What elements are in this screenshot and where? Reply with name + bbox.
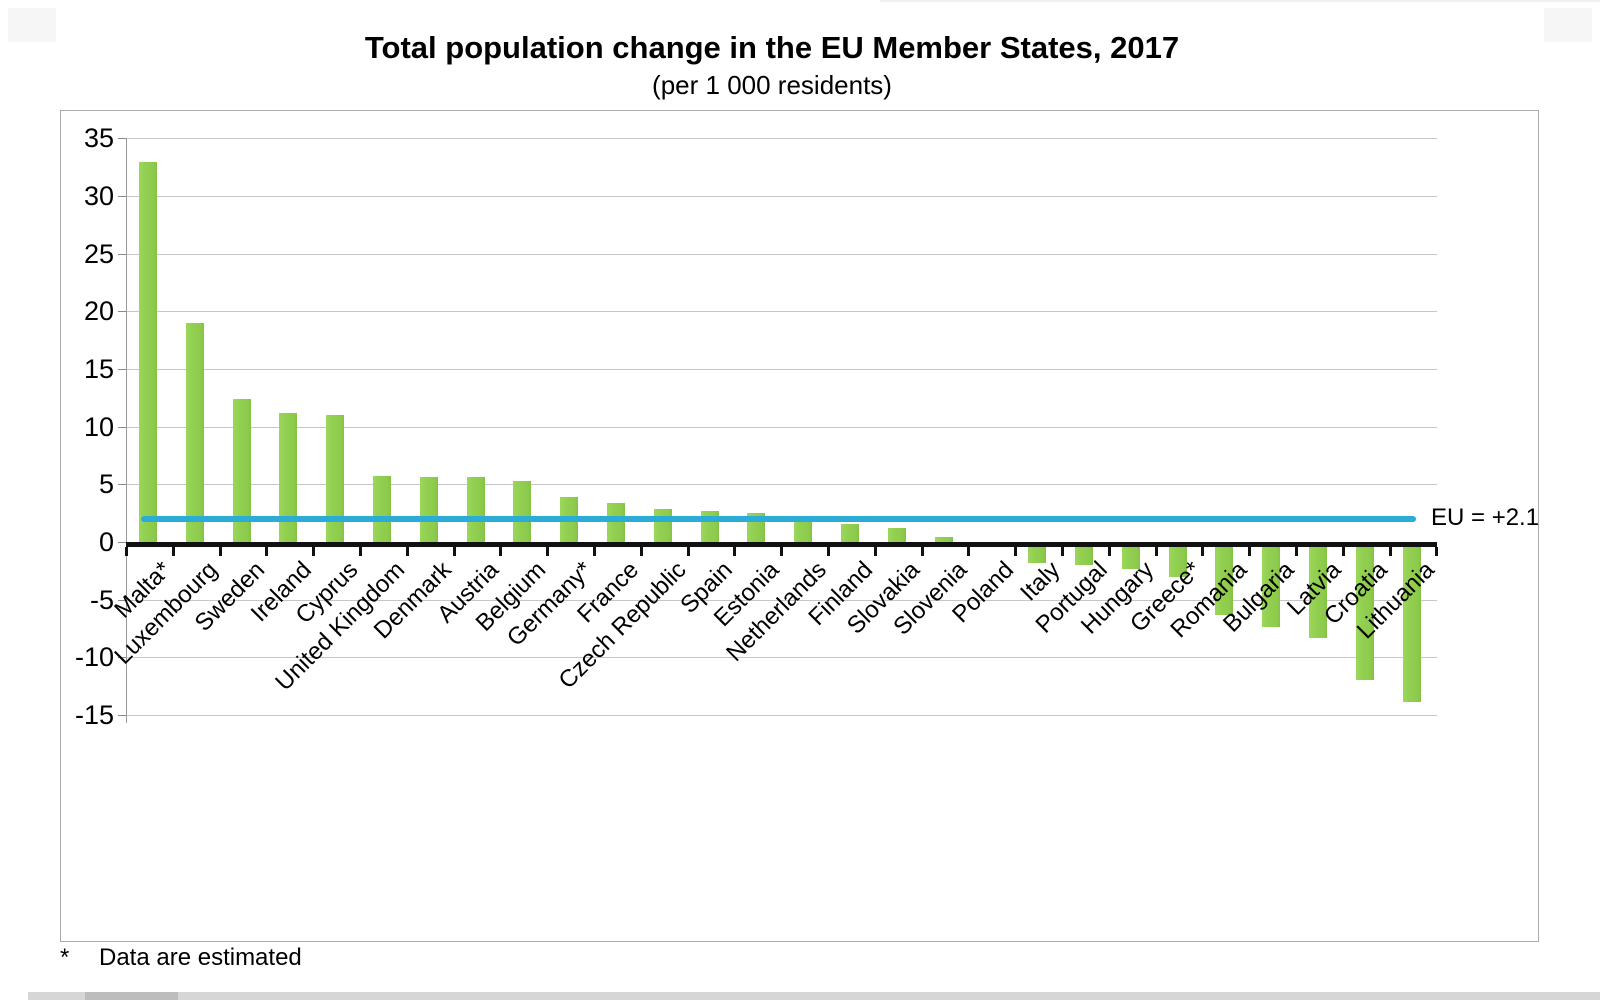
footnote-asterisk: *: [60, 944, 70, 971]
bar: [466, 477, 485, 542]
x-axis-tick: [1341, 547, 1345, 556]
bar: [607, 502, 625, 542]
y-tick-label: 15: [83, 354, 114, 385]
y-axis-tick: [118, 657, 126, 659]
chart-subtitle: (per 1 000 residents): [652, 70, 892, 100]
x-axis-tick: [686, 547, 690, 556]
bar: [887, 528, 906, 542]
bar: [653, 508, 672, 542]
gridline: [126, 253, 1437, 255]
x-axis-tick: [218, 547, 222, 556]
x-axis-line: [126, 542, 1437, 547]
x-axis-tick: [827, 547, 830, 556]
x-axis-tick: [1014, 547, 1018, 556]
gridline: [126, 369, 1437, 371]
top-edge-artifact: [880, 0, 1600, 2]
y-axis-tick: [118, 714, 126, 716]
gridline: [126, 196, 1437, 198]
bar: [513, 480, 532, 542]
x-axis-tick: [312, 547, 316, 556]
bar: [373, 476, 391, 542]
x-axis-tick: [1248, 547, 1252, 556]
bar: [279, 412, 298, 542]
y-tick-label: 20: [83, 296, 114, 327]
gridline: [126, 311, 1437, 313]
gridline: [126, 714, 1437, 716]
gridline: [126, 138, 1437, 140]
x-axis-tick: [1435, 547, 1439, 556]
bar: [1121, 542, 1140, 569]
x-axis-tick: [1201, 547, 1205, 556]
y-axis-tick: [118, 484, 126, 486]
y-tick-label: 0: [98, 527, 114, 557]
y-axis-tick: [118, 311, 126, 313]
y-axis-tick: [118, 369, 126, 371]
x-axis-tick: [546, 547, 550, 556]
bar: [934, 537, 953, 542]
y-axis-tick: [118, 138, 126, 140]
bar: [419, 477, 438, 542]
bar: [1215, 542, 1234, 615]
bar: [1309, 542, 1327, 638]
bar: [1075, 542, 1093, 566]
footnote-text: Data are estimated: [99, 944, 302, 971]
chart-title: Total population change in the EU Member…: [364, 30, 1180, 65]
y-axis-line: [126, 138, 127, 723]
x-axis-tick: [733, 547, 737, 556]
x-axis-tick: [499, 547, 503, 556]
x-axis-tick: [125, 547, 128, 556]
scrollbar-thumb[interactable]: [85, 992, 178, 1000]
bar: [326, 415, 345, 542]
x-axis-tick: [780, 547, 784, 556]
x-axis-tick: [593, 547, 596, 556]
gridline: [126, 426, 1437, 428]
bar: [185, 322, 204, 542]
bar: [794, 522, 813, 542]
x-axis-tick: [359, 547, 362, 556]
y-tick-label: 5: [98, 469, 114, 500]
y-tick-label: 10: [83, 411, 114, 442]
bar: [232, 399, 251, 542]
gridline: [126, 599, 1437, 601]
gridline: [126, 484, 1437, 486]
y-tick-label: -10: [74, 642, 114, 673]
x-axis-tick: [1107, 547, 1111, 556]
bar: [1262, 542, 1281, 628]
y-axis-tick: [118, 253, 126, 255]
bar: [841, 523, 859, 542]
y-tick-label: -5: [89, 584, 114, 615]
x-axis-tick: [639, 547, 643, 556]
bar: [1355, 542, 1374, 681]
y-tick-label: -15: [74, 699, 114, 730]
corner-mark-right: [1544, 8, 1592, 42]
bar: [1402, 542, 1421, 703]
y-axis-tick: [118, 426, 126, 428]
bar: [139, 161, 157, 542]
x-axis-tick: [171, 547, 175, 556]
x-axis-tick: [1061, 547, 1064, 556]
x-axis-tick: [920, 547, 924, 556]
x-axis-tick: [405, 547, 409, 556]
y-tick-label: 35: [83, 123, 114, 154]
x-axis-tick: [452, 547, 456, 556]
y-tick-label: 30: [83, 181, 114, 212]
x-axis-tick: [1154, 547, 1158, 556]
y-axis-tick: [118, 196, 126, 198]
corner-mark-left: [8, 8, 56, 42]
eu-reference-line: [141, 516, 1416, 522]
bar: [1028, 542, 1047, 563]
eu-reference-label: EU = +2.1: [1431, 504, 1540, 531]
horizontal-scrollbar[interactable]: [28, 992, 1600, 1000]
x-axis-tick: [1388, 547, 1392, 556]
x-axis-tick: [873, 547, 877, 556]
x-axis-tick: [265, 547, 269, 556]
gridline: [126, 657, 1437, 659]
y-axis-tick: [118, 542, 126, 543]
x-axis-tick: [1295, 547, 1298, 556]
y-axis-tick: [118, 599, 126, 601]
y-tick-label: 25: [83, 238, 114, 269]
x-axis-tick: [967, 547, 971, 556]
bar: [1168, 542, 1187, 577]
